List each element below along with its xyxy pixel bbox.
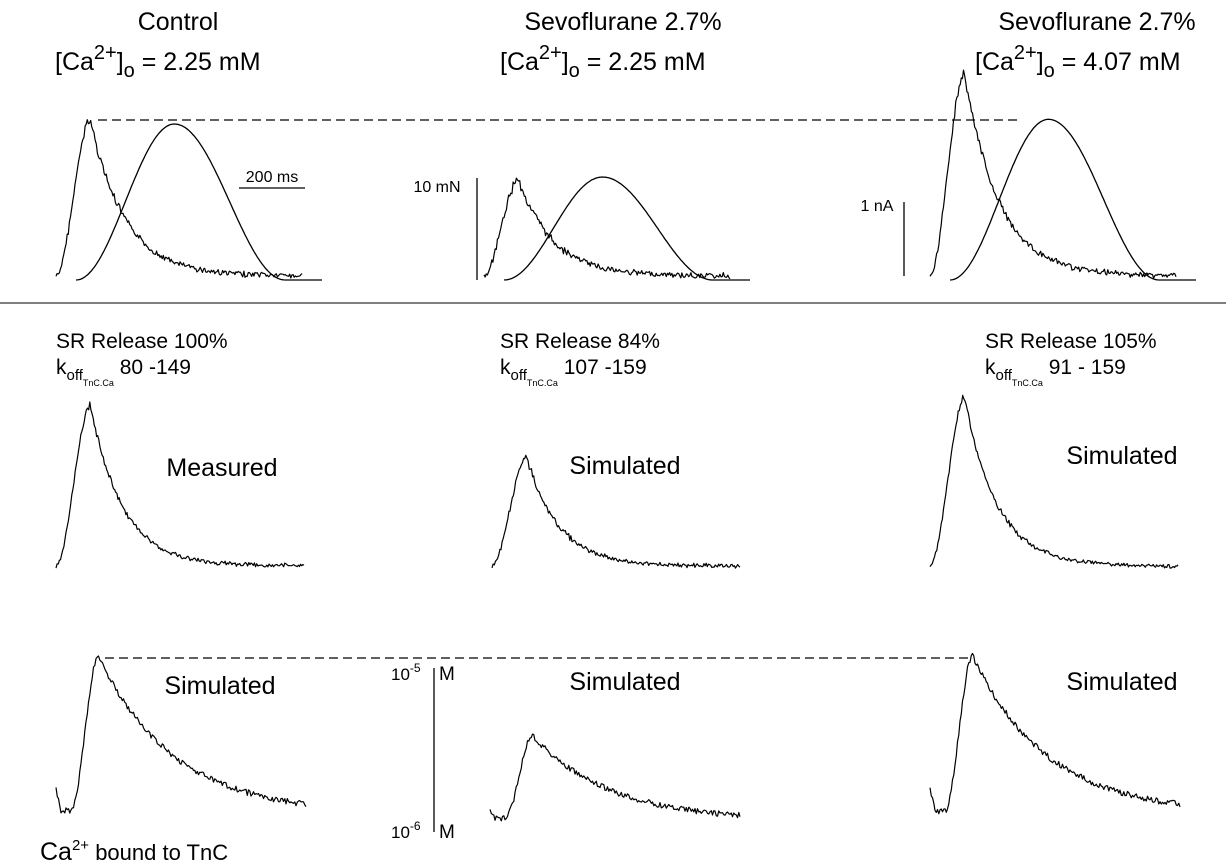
sr-release-label-1: SR Release 84% koffTnC.Ca 107 -159 [500,330,660,388]
calcium-transient-trace [55,401,305,569]
koff-label: koffTnC.Ca 107 -159 [500,356,647,388]
sr-release-label-0: SR Release 100% koffTnC.Ca 80 -149 [56,330,228,388]
svg-text:10 mN: 10 mN [413,179,460,196]
svg-text:SR Release 84%: SR Release 84% [500,330,660,353]
calcium-transient-trace [929,69,1177,279]
trace-type-label: Simulated [164,672,275,700]
column-header-sevo-normal-ca: Sevoflurane 2.7% [Ca2+]o = 2.25 mM [500,8,722,82]
concentration-scale-bar: 10-5 M 10-6 M [391,661,455,843]
svg-text:10-5: 10-5 [391,661,421,684]
force-scale-bar: 10 mN [413,178,478,280]
svg-text:SR Release 100%: SR Release 100% [56,330,228,353]
calcium-transient-trace [55,119,303,279]
trace-type-label: Simulated [1066,442,1177,470]
current-scale-bar: 1 nA [861,198,905,276]
force-trace [75,123,322,281]
svg-text:M: M [439,822,455,843]
ca-concentration-label: [Ca2+]o = 2.25 mM [500,42,706,82]
svg-text:M: M [439,664,455,685]
ca-bound-tnc-trace [55,655,307,814]
calcium-transient-trace [929,394,1179,569]
calcium-transient-trace [491,454,741,569]
svg-text:1 nA: 1 nA [861,198,894,215]
column-title: Sevoflurane 2.7% [998,8,1195,36]
time-scale-bar: 200 ms [239,169,305,189]
column-title: Control [138,8,219,36]
ca-concentration-label: [Ca2+]o = 2.25 mM [55,42,261,82]
svg-text:SR Release 105%: SR Release 105% [985,330,1157,353]
svg-text:10-6: 10-6 [391,819,421,842]
bottom-caption: Ca2+ bound to TnC [40,837,228,866]
ca-concentration-label: [Ca2+]o = 4.07 mM [975,42,1181,82]
column-title: Sevoflurane 2.7% [524,8,721,36]
koff-label: koffTnC.Ca 80 -149 [56,356,191,388]
sr-release-label-2: SR Release 105% koffTnC.Ca 91 - 159 [985,330,1157,388]
trace-type-label: Simulated [1066,668,1177,696]
ca-bound-tnc-trace [929,652,1181,815]
trace-type-label: Measured [166,454,277,482]
koff-label: koffTnC.Ca 91 - 159 [985,356,1126,388]
trace-type-label: Simulated [569,452,680,480]
column-header-sevo-high-ca: Sevoflurane 2.7% [Ca2+]o = 4.07 mM [975,8,1196,82]
ca-bound-tnc-trace [489,733,741,822]
calcium-transient-trace [483,177,731,280]
trace-type-label: Simulated [569,668,680,696]
column-header-control: Control [Ca2+]o = 2.25 mM [55,8,261,82]
force-trace [503,176,750,281]
svg-text:200 ms: 200 ms [246,169,298,186]
force-trace [949,118,1196,281]
